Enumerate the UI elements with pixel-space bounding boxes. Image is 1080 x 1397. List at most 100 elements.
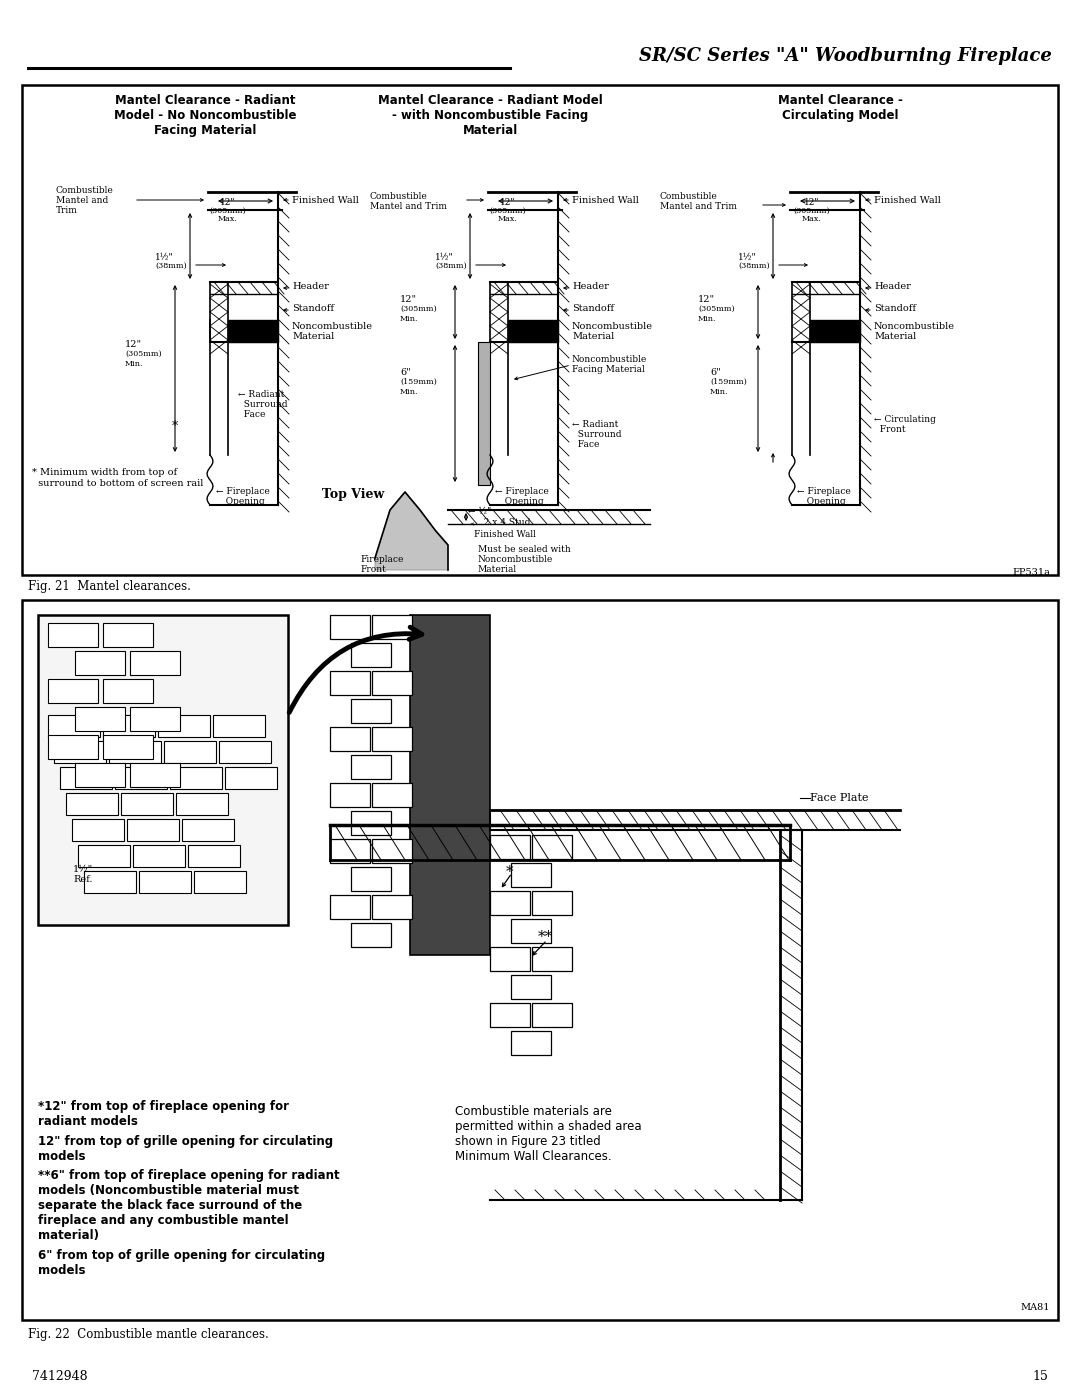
Text: Opening: Opening <box>499 497 543 506</box>
Text: (159mm): (159mm) <box>400 379 437 386</box>
Text: Finished Wall: Finished Wall <box>474 529 536 539</box>
Text: Max.: Max. <box>218 215 238 224</box>
Text: Header: Header <box>874 282 910 291</box>
Bar <box>84 870 136 893</box>
Text: Face: Face <box>572 440 599 448</box>
Bar <box>109 740 161 763</box>
Text: (159mm): (159mm) <box>710 379 747 386</box>
Bar <box>532 891 572 915</box>
Text: permitted within a shaded area: permitted within a shaded area <box>455 1120 642 1133</box>
Text: 15: 15 <box>1032 1370 1048 1383</box>
Text: 12" from top of grille opening for circulating: 12" from top of grille opening for circu… <box>38 1134 333 1147</box>
Text: radiant models: radiant models <box>38 1115 138 1127</box>
Bar <box>103 623 153 647</box>
Text: Minimum Wall Clearances.: Minimum Wall Clearances. <box>455 1150 611 1162</box>
Text: Opening: Opening <box>801 497 846 506</box>
Bar <box>22 85 1058 576</box>
Text: Mantel Clearance -
Circulating Model: Mantel Clearance - Circulating Model <box>778 94 903 122</box>
Text: *: * <box>507 865 514 879</box>
Text: Material: Material <box>292 332 334 341</box>
Bar <box>508 320 558 342</box>
Bar <box>511 1031 551 1055</box>
Text: Front: Front <box>874 425 906 434</box>
Text: Min.: Min. <box>698 314 716 323</box>
Text: Noncombustible: Noncombustible <box>874 321 955 331</box>
Bar <box>78 845 130 868</box>
Text: Noncombustible: Noncombustible <box>292 321 373 331</box>
Text: **: ** <box>538 930 553 944</box>
Text: Mantel and Trim: Mantel and Trim <box>660 203 737 211</box>
Text: Header: Header <box>572 282 609 291</box>
Text: ← Circulating: ← Circulating <box>874 415 936 425</box>
Bar <box>372 726 411 752</box>
Text: ← Radiant: ← Radiant <box>238 390 284 400</box>
Text: Max.: Max. <box>802 215 822 224</box>
Bar <box>66 793 118 814</box>
Bar <box>114 767 167 789</box>
Text: Noncombustible: Noncombustible <box>572 355 647 365</box>
Text: Mantel Clearance - Radiant Model
- with Noncombustible Facing
Material: Mantel Clearance - Radiant Model - with … <box>378 94 603 137</box>
Bar <box>228 320 278 342</box>
Text: Opening: Opening <box>220 497 265 506</box>
Bar <box>22 599 1058 1320</box>
Text: Face Plate: Face Plate <box>810 793 868 803</box>
Text: models: models <box>38 1263 85 1277</box>
Bar <box>490 891 530 915</box>
Text: Min.: Min. <box>400 388 419 395</box>
Text: SR/SC Series "A" Woodburning Fireplace: SR/SC Series "A" Woodburning Fireplace <box>639 47 1052 66</box>
Text: Min.: Min. <box>710 388 729 395</box>
Bar <box>372 615 411 638</box>
Bar <box>130 651 180 675</box>
Text: ← Fireplace: ← Fireplace <box>216 488 270 496</box>
Text: (38mm): (38mm) <box>738 263 770 270</box>
Text: Must be sealed with: Must be sealed with <box>478 545 570 555</box>
Bar <box>121 793 173 814</box>
Bar <box>490 947 530 971</box>
Text: 1½": 1½" <box>738 253 757 263</box>
Text: Standoff: Standoff <box>874 305 916 313</box>
Text: Min.: Min. <box>400 314 419 323</box>
Bar <box>219 740 271 763</box>
Bar <box>351 868 391 891</box>
Bar <box>330 615 370 638</box>
Text: Header: Header <box>292 282 329 291</box>
Bar <box>72 819 124 841</box>
Bar <box>351 643 391 666</box>
Text: 1½": 1½" <box>435 253 454 263</box>
Text: **6" from top of fireplace opening for radiant: **6" from top of fireplace opening for r… <box>38 1169 339 1182</box>
Bar <box>410 615 490 956</box>
Bar <box>372 782 411 807</box>
Bar <box>225 767 276 789</box>
Text: 2 x 4 Stud: 2 x 4 Stud <box>478 518 530 527</box>
Text: 12": 12" <box>805 198 820 207</box>
Bar <box>194 870 246 893</box>
Text: separate the black face surround of the: separate the black face surround of the <box>38 1199 302 1213</box>
Text: 12": 12" <box>220 198 235 207</box>
Text: Top View: Top View <box>322 488 384 502</box>
Text: Facing Material: Facing Material <box>572 365 645 374</box>
Bar <box>60 767 112 789</box>
Text: 6" from top of grille opening for circulating: 6" from top of grille opening for circul… <box>38 1249 325 1261</box>
Bar <box>330 840 370 863</box>
Text: Standoff: Standoff <box>572 305 615 313</box>
Text: MA81: MA81 <box>1021 1303 1050 1312</box>
Bar <box>158 715 210 738</box>
Text: ← Fireplace: ← Fireplace <box>495 488 549 496</box>
Text: Material: Material <box>572 332 615 341</box>
Text: 12": 12" <box>500 198 516 207</box>
Text: 6": 6" <box>400 367 410 377</box>
Bar <box>164 740 216 763</box>
Text: Finished Wall: Finished Wall <box>874 196 941 205</box>
Bar <box>511 863 551 887</box>
Text: fireplace and any combustible mantel: fireplace and any combustible mantel <box>38 1214 288 1227</box>
Text: * Minimum width from top of: * Minimum width from top of <box>32 468 177 476</box>
Text: Trim: Trim <box>56 205 78 215</box>
Text: 12": 12" <box>698 295 715 305</box>
Bar <box>532 1003 572 1027</box>
Text: (305mm): (305mm) <box>698 305 734 313</box>
Bar <box>511 919 551 943</box>
Text: Mantel Clearance - Radiant
Model - No Noncombustible
Facing Material: Mantel Clearance - Radiant Model - No No… <box>113 94 296 137</box>
Bar <box>103 715 156 738</box>
Text: Front: Front <box>360 564 386 574</box>
Text: surround to bottom of screen rail: surround to bottom of screen rail <box>32 479 203 488</box>
